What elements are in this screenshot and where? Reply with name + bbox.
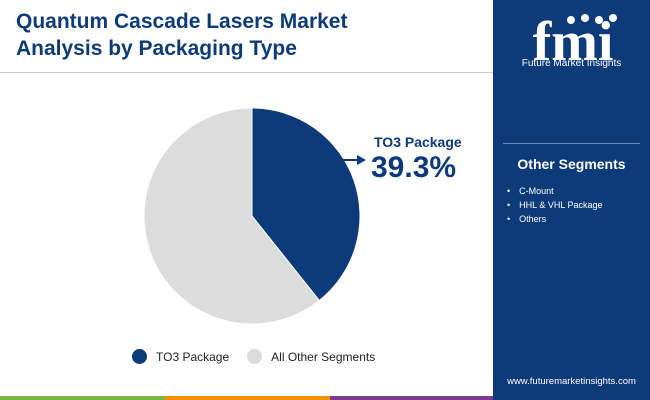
pie-slices [143, 107, 361, 325]
callout-value: 39.3% [371, 151, 457, 184]
segment-item: HHL & VHL Package [507, 200, 602, 210]
pie-slice-to3-package [251, 107, 361, 302]
page-title: Quantum Cascade Lasers Market Analysis b… [16, 8, 486, 62]
legend-item-to3: TO3 Package [132, 349, 229, 364]
legend-swatch-others [247, 349, 263, 364]
bottom-color-bar [0, 396, 650, 400]
bar-segment-blue [493, 396, 650, 400]
title-line-2: Analysis by Packaging Type [16, 37, 297, 60]
title-line-1: Quantum Cascade Lasers Market [16, 10, 348, 33]
bar-segment-green [0, 396, 165, 400]
pie-chart [143, 107, 366, 325]
bar-segment-orange [165, 396, 330, 400]
brand-name: Future Market Insights [521, 58, 622, 69]
logo-dot-3-icon [595, 16, 603, 24]
segment-item: Others [507, 214, 603, 224]
logo-dot-2-icon [581, 14, 589, 22]
bar-segment-purple [330, 396, 493, 400]
panel-divider [503, 143, 640, 144]
chart-legend: TO3 Package All Other Segments [132, 349, 393, 364]
legend-label-others: All Other Segments [271, 349, 376, 364]
logo-dot-1-icon [567, 16, 575, 24]
fmi-logo: fmi [533, 11, 617, 68]
segment-item: C-Mount [507, 186, 603, 196]
other-segments-list: C-Mount HHL & VHL Package Others [507, 186, 603, 228]
other-segments-title: Other Segments [517, 156, 626, 172]
logo-dot-4-icon [609, 14, 617, 22]
legend-label-to3: TO3 Package [156, 349, 230, 364]
pie-slice-all-other-segments [143, 107, 320, 325]
callout-arrow [343, 155, 366, 165]
right-panel: fmi Future Market Insights Other Segment… [493, 0, 650, 400]
callout-label: TO3 Package [374, 134, 462, 150]
legend-item-others: All Other Segments [247, 349, 375, 364]
website-url[interactable]: www.futuremarketinsights.com [507, 376, 636, 387]
legend-swatch-to3 [132, 349, 147, 364]
title-divider [0, 72, 493, 73]
